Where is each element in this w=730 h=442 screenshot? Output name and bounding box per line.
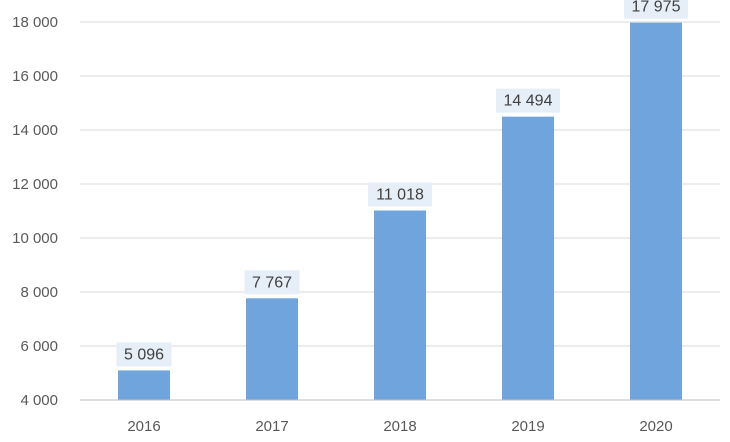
data-label-box [244, 270, 300, 295]
bar-2019 [502, 116, 554, 401]
data-label: 7 767 [252, 274, 292, 291]
x-axis: 2016 2017 2018 2019 2020 [80, 399, 720, 435]
data-label: 14 494 [504, 93, 553, 110]
y-tick-label: 18 000 [12, 14, 58, 31]
y-tick-label: 12 000 [12, 176, 58, 193]
y-axis: 4 000 6 000 8 000 10 000 12 000 14 000 16 000 1… [12, 14, 58, 409]
data-label: 11 018 [376, 187, 424, 204]
x-tick-label: 2019 [511, 418, 544, 435]
y-tick-label: 8 000 [20, 284, 58, 301]
bar-2020 [630, 22, 682, 401]
y-tick-label: 6 000 [20, 338, 58, 355]
y-tick-label: 14 000 [12, 122, 58, 139]
x-tick-label: 2016 [127, 418, 160, 435]
y-tick-label: 16 000 [12, 68, 58, 85]
x-tick-label: 2017 [255, 418, 288, 435]
bar-2018 [374, 210, 426, 400]
x-tick-label: 2020 [639, 418, 672, 435]
bar-2017 [246, 298, 298, 400]
y-tick-label: 4 000 [20, 392, 58, 409]
bar-2016 [118, 370, 170, 400]
y-tick-label: 10 000 [12, 230, 58, 247]
data-labels: 5 096 7 767 11 018 14 494 17 975 [116, 0, 688, 367]
data-label: 5 096 [124, 346, 164, 363]
data-label-box [624, 0, 688, 19]
bars [118, 22, 682, 401]
data-label-box [116, 342, 172, 367]
data-label-box [368, 182, 432, 207]
x-tick-label: 2018 [383, 418, 416, 435]
data-label-box [496, 88, 560, 113]
data-label: 17 975 [632, 0, 681, 16]
